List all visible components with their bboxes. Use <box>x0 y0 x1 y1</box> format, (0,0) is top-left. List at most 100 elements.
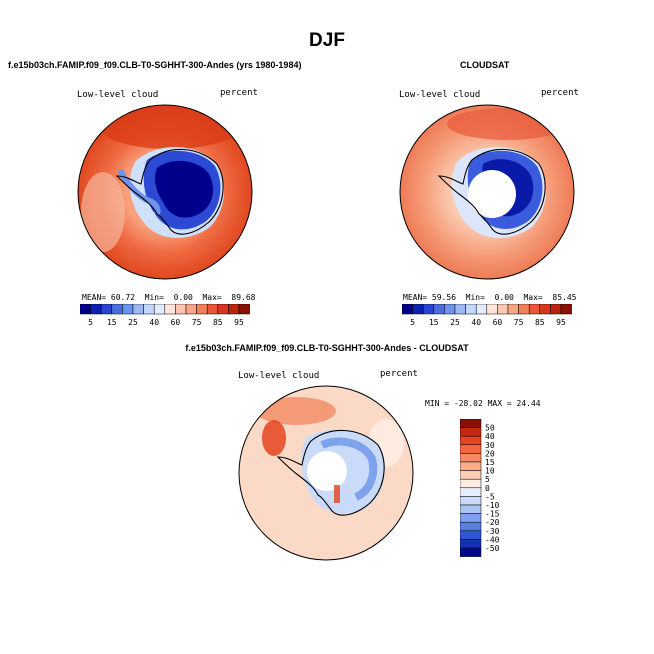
antarctica-coastline <box>276 429 385 516</box>
map-cloudsat <box>399 104 575 280</box>
colorbar-box <box>90 304 102 315</box>
colorbar-box <box>460 427 482 437</box>
negative-bias-core <box>320 437 378 501</box>
colorbar-box <box>433 304 445 315</box>
colorbar-tick-label: 15 <box>485 458 495 467</box>
colorbar-tick-label: -50 <box>485 544 500 553</box>
colorbar-tick-label: 75 <box>192 318 202 327</box>
map-boundary <box>77 104 253 280</box>
colorbar-box <box>238 304 250 315</box>
colorbar-tick-label: -5 <box>485 492 495 501</box>
map-difference <box>238 385 414 561</box>
max-value: 89.68 <box>231 293 256 302</box>
colorbar-box <box>111 304 123 315</box>
colorbar-box <box>460 470 482 480</box>
colorbar-box <box>143 304 155 315</box>
max-value: 85.45 <box>552 293 577 302</box>
colorbar-box <box>164 304 176 315</box>
colorbar-box <box>100 304 113 315</box>
colorbar-box <box>217 304 229 315</box>
colorbar-box <box>460 521 482 532</box>
colorbar-tick-label: 95 <box>234 318 244 327</box>
colorbar-tick-label: -30 <box>485 527 500 536</box>
colorbar-box <box>486 304 498 315</box>
colorbar-box <box>460 453 482 463</box>
colorbar-box <box>528 304 541 315</box>
colorbar-box <box>465 304 477 315</box>
colorbar-tick-label: 5 <box>88 318 93 327</box>
colorbar-box <box>402 304 413 315</box>
colorbar-tick-label: 60 <box>171 318 181 327</box>
panel2-units-label: percent <box>541 88 579 98</box>
antarctica-coastline <box>115 148 224 235</box>
colorbar-box <box>497 304 509 315</box>
cloud-maximum-band <box>100 105 240 149</box>
colorbar-tick-label: 50 <box>485 424 495 433</box>
mean-label: MEAN= <box>403 293 428 302</box>
colorbar-box <box>460 530 482 540</box>
max-label: Max= <box>523 293 543 302</box>
colorbar-box <box>153 304 166 315</box>
cloud-patch <box>81 172 125 252</box>
antarctica-coastline <box>437 148 546 235</box>
colorbar-tick-label: 5 <box>485 475 490 484</box>
panel2-variable-label: Low-level cloud <box>399 90 481 100</box>
colorbar-box <box>460 419 482 428</box>
colorbar-tick-label: 25 <box>450 318 460 327</box>
panel1-title: f.e15b03ch.FAMIP.f09_f09.CLB-T0-SGHHT-30… <box>8 60 302 70</box>
colorbar-box <box>422 304 435 315</box>
panel3-variable-label: Low-level cloud <box>238 371 320 381</box>
colorbar-box <box>460 444 482 454</box>
positive-bias-band <box>256 397 336 425</box>
colorbar-cloudsat: 5 15 25 40 60 75 85 95 <box>402 304 572 327</box>
colorbar-tick-label: 15 <box>107 318 117 327</box>
colorbar-tick-label: -20 <box>485 518 500 527</box>
colorbar-box <box>175 304 187 315</box>
map-model <box>77 104 253 280</box>
panel2-stats: MEAN= 59.56 Min= 0.00 Max= 85.45 <box>403 293 576 302</box>
colorbar-box <box>460 504 482 514</box>
colorbar-box <box>460 435 482 446</box>
colorbar-box <box>539 304 551 315</box>
colorbar-tick-label: 30 <box>485 441 495 450</box>
colorbar-box <box>185 304 197 315</box>
colorbar-box <box>196 304 208 315</box>
colorbar-tick-label: -10 <box>485 501 500 510</box>
colorbar-box <box>460 496 482 506</box>
mean-value: 60.72 <box>110 293 136 302</box>
panel2-title: CLOUDSAT <box>460 60 510 70</box>
colorbar-tick-label: -40 <box>485 535 500 544</box>
positive-bias-maximum <box>262 420 286 456</box>
colorbar-tick-label: 5 <box>410 318 415 327</box>
colorbar-tick-label: 95 <box>556 318 566 327</box>
panel1-stats: MEAN= 60.72 Min= 0.00 Max= 89.68 <box>82 293 255 302</box>
missing-data-hole <box>307 451 347 491</box>
colorbar-box <box>206 304 219 315</box>
colorbar-box <box>475 304 488 315</box>
colorbar-box <box>507 304 519 315</box>
colorbar-tick-label: 40 <box>471 318 481 327</box>
colorbar-box <box>550 304 562 315</box>
colorbar-box <box>460 539 482 549</box>
colorbar-box <box>460 478 482 489</box>
colorbar-box <box>518 304 530 315</box>
positive-bias-strip <box>334 485 340 503</box>
colorbar-tick-label: 85 <box>535 318 545 327</box>
colorbar-box <box>412 304 424 315</box>
low-cloud-core <box>155 160 214 218</box>
page-title: DJF <box>309 30 345 51</box>
colorbar-box <box>454 304 466 315</box>
panel1-variable-label: Low-level cloud <box>77 90 159 100</box>
colorbar-tick-label: 10 <box>485 467 495 476</box>
colorbar-box <box>460 487 482 497</box>
colorbar-box <box>228 304 240 315</box>
cloud-maximum-band <box>447 108 567 140</box>
min-value: 0.00 <box>173 293 193 302</box>
mean-label: MEAN= <box>82 293 107 302</box>
colorbar-box <box>80 304 91 315</box>
panel3-title: f.e15b03ch.FAMIP.f09_f09.CLB-T0-SGHHT-30… <box>185 343 469 353</box>
mean-value: 59.56 <box>431 293 457 302</box>
colorbar-tick-label: -15 <box>485 510 500 519</box>
min-label: Min= <box>465 293 485 302</box>
